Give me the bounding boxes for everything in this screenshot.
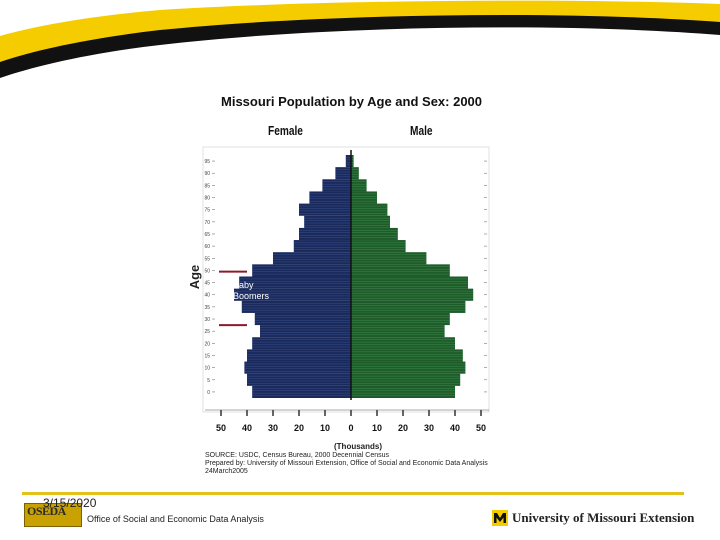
- female-bar-age-15: [247, 349, 351, 362]
- y-tick-label: 90: [204, 171, 210, 177]
- male-bar-age-95: [351, 155, 354, 168]
- x-tick-label: 40: [242, 423, 252, 433]
- male-bars: [351, 155, 474, 398]
- x-axis: 50 40 30 20 10 0 10 20 30 40 50: [205, 409, 489, 433]
- x-tick-label: 10: [320, 423, 330, 433]
- female-bar-age-25: [260, 325, 351, 338]
- male-bar-age-85: [351, 179, 367, 192]
- female-bar-age-80: [309, 191, 351, 204]
- male-bar-age-75: [351, 203, 388, 216]
- male-bar-age-25: [351, 325, 445, 338]
- male-bar-age-15: [351, 349, 463, 362]
- male-bar-age-60: [351, 240, 406, 253]
- male-bar-age-40: [351, 288, 474, 301]
- female-bar-age-50: [252, 264, 351, 277]
- y-tick-label: 25: [204, 329, 210, 335]
- x-tick-label: 50: [476, 423, 486, 433]
- female-bar-age-0: [252, 385, 351, 398]
- boomers-label-line2: Boomers: [233, 291, 270, 301]
- female-label: Female: [268, 123, 303, 138]
- x-tick-label: 30: [268, 423, 278, 433]
- y-tick-label: 45: [204, 281, 210, 287]
- y-tick-label: 80: [204, 196, 210, 202]
- y-axis-label: Age: [187, 265, 202, 290]
- oseda-logo: [24, 503, 82, 527]
- y-tick-label: 60: [204, 244, 210, 250]
- source-line-1: SOURCE: USDC, Census Bureau, 2000 Decenn…: [205, 452, 390, 459]
- plot-border: [202, 146, 490, 413]
- y-axis: 0 5 10 15 20 25 30 35 40 45 50 55 60 65 70 75 80 85 90 95: [204, 159, 487, 396]
- y-tick-label: 20: [204, 341, 210, 347]
- oseda-logo-text: OSEDA: [27, 504, 66, 518]
- y-tick-label: 65: [204, 232, 210, 238]
- x-tick-label: 20: [398, 423, 408, 433]
- male-bar-age-30: [351, 312, 450, 326]
- source-line-3: 24March2005: [205, 468, 248, 475]
- male-bar-age-55: [351, 252, 427, 265]
- male-bar-age-70: [351, 215, 390, 228]
- male-bar-age-35: [351, 300, 466, 313]
- male-bar-age-80: [351, 191, 377, 204]
- x-axis-label: (Thousands): [334, 442, 382, 451]
- header-swoosh: [0, 0, 720, 78]
- female-bar-age-45: [239, 276, 351, 289]
- y-tick-label: 35: [204, 305, 210, 311]
- male-bar-age-10: [351, 361, 466, 374]
- female-bar-age-40: [234, 288, 351, 301]
- female-bar-age-20: [252, 337, 351, 350]
- male-bar-age-20: [351, 337, 455, 350]
- male-bar-age-50: [351, 264, 450, 277]
- y-tick-label: 0: [207, 390, 210, 396]
- footer-office-name: Office of Social and Economic Data Analy…: [87, 514, 264, 524]
- y-tick-label: 55: [204, 256, 210, 262]
- female-bar-age-60: [293, 240, 351, 253]
- male-bar-age-5: [351, 373, 461, 386]
- y-tick-label: 85: [204, 183, 210, 189]
- female-bar-age-5: [247, 373, 351, 386]
- female-bar-age-95: [345, 155, 351, 168]
- y-tick-label: 10: [204, 366, 210, 372]
- male-bar-age-45: [351, 276, 468, 289]
- y-tick-label: 70: [204, 220, 210, 226]
- y-tick-label: 30: [204, 317, 210, 323]
- chart-title: Missouri Population by Age and Sex: 2000: [221, 94, 483, 109]
- male-bar-age-65: [351, 227, 398, 241]
- x-tick-label: 40: [450, 423, 460, 433]
- y-tick-label: 50: [204, 268, 210, 274]
- footer-divider: [22, 492, 684, 495]
- male-bar-age-0: [351, 385, 455, 398]
- female-bar-age-55: [273, 252, 351, 265]
- x-tick-label: 20: [294, 423, 304, 433]
- y-tick-label: 95: [204, 159, 210, 165]
- male-bar-age-90: [351, 167, 359, 180]
- x-tick-label: 0: [348, 423, 353, 433]
- source-line-2: Prepared by: University of Missouri Exte…: [205, 460, 488, 467]
- female-bars: [234, 155, 351, 398]
- female-bar-age-10: [244, 361, 351, 374]
- boomers-label-line1: Baby: [233, 280, 254, 290]
- male-label: Male: [410, 123, 433, 138]
- y-tick-label: 15: [204, 353, 210, 359]
- female-bar-age-30: [254, 312, 351, 326]
- baby-boomers-annotation: Baby Boomers: [219, 270, 270, 327]
- female-bar-age-90: [335, 167, 351, 180]
- y-tick-label: 5: [207, 378, 210, 384]
- x-tick-label: 50: [216, 423, 226, 433]
- female-bar-age-65: [299, 227, 351, 241]
- female-bar-age-75: [299, 203, 351, 216]
- y-tick-label: 40: [204, 293, 210, 299]
- y-tick-label: 75: [204, 208, 210, 214]
- female-bar-age-35: [241, 300, 351, 313]
- mizzou-logo-icon: [492, 510, 508, 526]
- university-name: University of Missouri Extension: [512, 510, 695, 525]
- x-tick-label: 10: [372, 423, 382, 433]
- female-bar-age-85: [322, 179, 351, 192]
- female-bar-age-70: [304, 215, 351, 228]
- x-tick-label: 30: [424, 423, 434, 433]
- footer-date: 3/15/2020: [43, 496, 97, 510]
